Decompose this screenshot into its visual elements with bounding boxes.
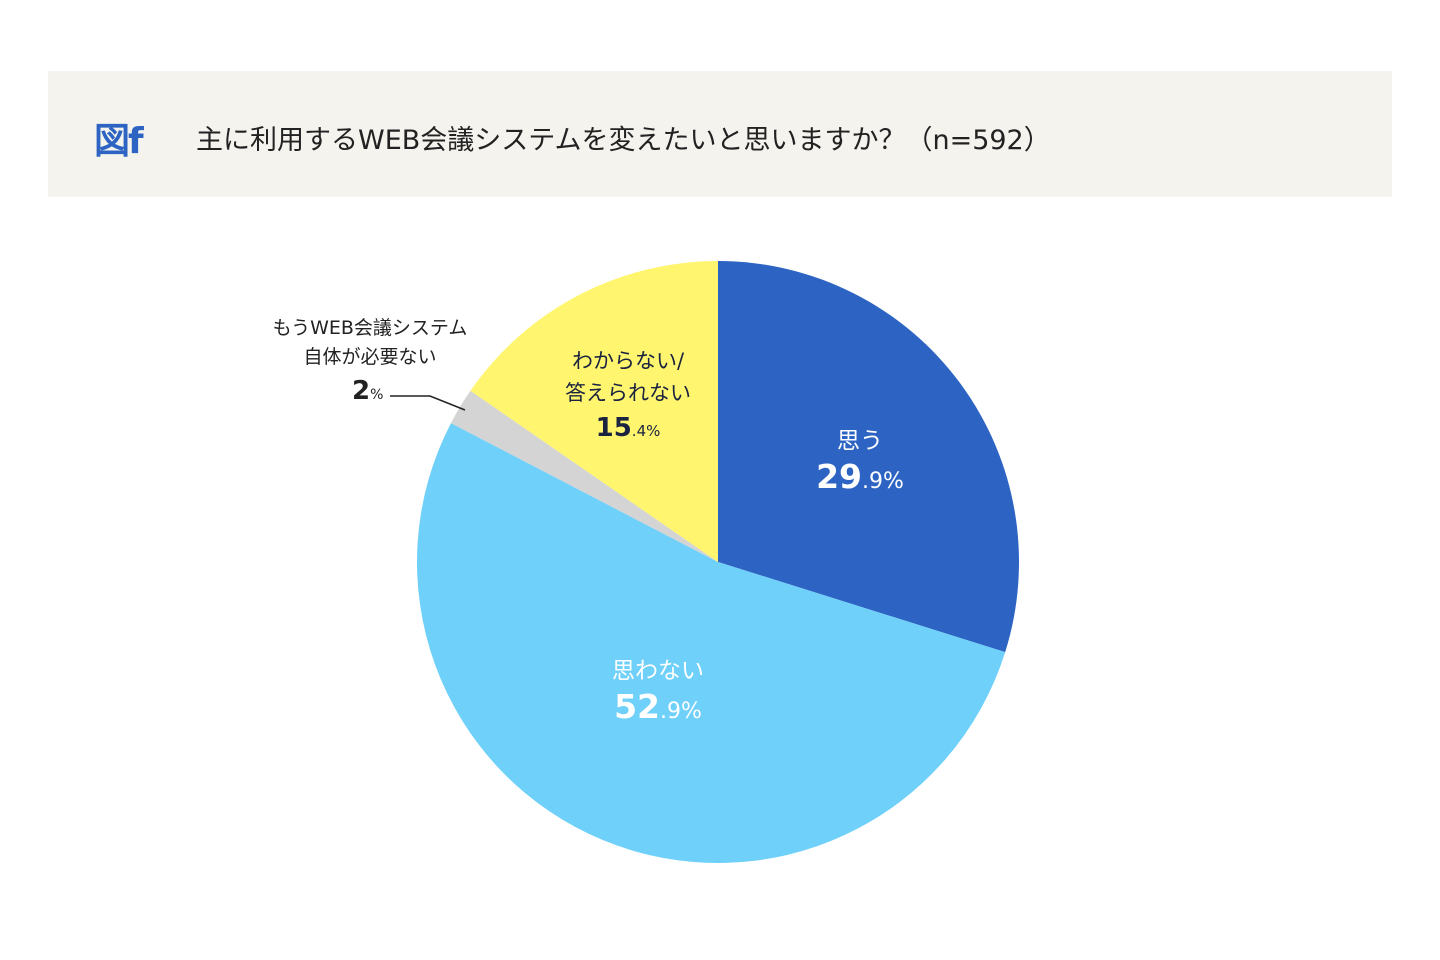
value-int: 15: [595, 413, 632, 443]
label-fuyou: もうWEB会議システム 自体が必要ない: [250, 314, 490, 372]
title-banner: [48, 71, 1392, 197]
pie-slice-3: [470, 261, 718, 562]
slice-label-line2: 答えられない: [565, 381, 691, 405]
label-omowanai: 思わない 52.9%: [578, 655, 738, 726]
value-dec: .9%: [862, 469, 904, 494]
label-omou: 思う 29.9%: [800, 425, 920, 496]
pie-slice-2: [450, 390, 718, 562]
pie-slice-1: [417, 423, 1006, 863]
value-dec: %: [370, 387, 384, 403]
value-dec: .9%: [660, 699, 702, 724]
slice-label-line2: 自体が必要ない: [303, 346, 437, 368]
value-int: 2: [352, 376, 371, 406]
value-int: 29: [816, 457, 863, 496]
leader-line: [390, 395, 466, 411]
chart-title: 主に利用するWEB会議システムを変えたいと思いますか？（n=592）: [196, 125, 1051, 156]
slice-label: 思わない: [612, 658, 704, 684]
value-fuyou: 2%: [352, 376, 383, 406]
slice-label-line1: もうWEB会議システム: [272, 317, 468, 339]
figure-label: 図f: [94, 121, 144, 162]
slice-label: 思う: [837, 428, 883, 454]
pie-slice-0: [718, 261, 1019, 653]
value-int: 52: [614, 687, 661, 726]
slice-label-line1: わからない/: [571, 349, 685, 373]
label-wakaranai: わからない/ 答えられない 15.4%: [548, 345, 708, 443]
value-dec: .4%: [631, 422, 661, 440]
